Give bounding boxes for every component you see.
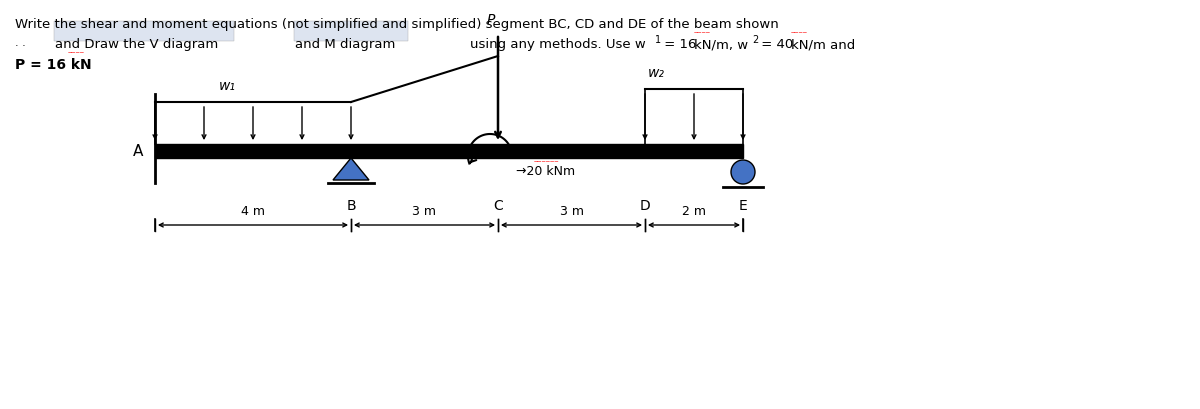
FancyBboxPatch shape	[294, 22, 408, 42]
Polygon shape	[334, 159, 370, 180]
Text: and Draw the V diagram: and Draw the V diagram	[55, 38, 218, 51]
Text: kN/m and: kN/m and	[791, 38, 856, 51]
Text: kN/m, w: kN/m, w	[694, 38, 748, 51]
Text: 2 m: 2 m	[682, 204, 706, 218]
Text: 4 m: 4 m	[241, 204, 265, 218]
Text: and M diagram: and M diagram	[295, 38, 395, 51]
Text: B: B	[346, 198, 356, 213]
Text: E: E	[739, 198, 748, 213]
Text: C: C	[493, 198, 503, 213]
Text: w₂: w₂	[648, 66, 665, 80]
Text: 3 m: 3 m	[559, 204, 583, 218]
Text: . .: . .	[14, 38, 25, 48]
Text: D: D	[640, 198, 650, 213]
Circle shape	[731, 161, 755, 184]
Text: 1: 1	[655, 35, 661, 45]
Text: →20 kNm: →20 kNm	[516, 164, 575, 178]
Text: 3 m: 3 m	[413, 204, 437, 218]
Text: Write the shear and moment equations (not simplified and simplified) segment BC,: Write the shear and moment equations (no…	[14, 18, 779, 31]
Text: P = 16 kN: P = 16 kN	[14, 58, 91, 72]
Text: = 16: = 16	[660, 38, 701, 51]
Text: ~~~~~~: ~~~~~~	[534, 159, 559, 164]
Text: w₁: w₁	[218, 79, 235, 93]
Text: ~~~~: ~~~~	[791, 30, 808, 36]
Bar	[155, 145, 743, 159]
FancyBboxPatch shape	[54, 22, 234, 42]
Text: using any methods. Use w: using any methods. Use w	[470, 38, 646, 51]
Text: ~~~~: ~~~~	[694, 30, 710, 36]
Text: A: A	[133, 144, 143, 159]
Text: 2: 2	[752, 35, 758, 45]
Text: = 40: = 40	[757, 38, 798, 51]
Text: P: P	[487, 13, 496, 27]
Text: ~~~~: ~~~~	[68, 50, 85, 56]
